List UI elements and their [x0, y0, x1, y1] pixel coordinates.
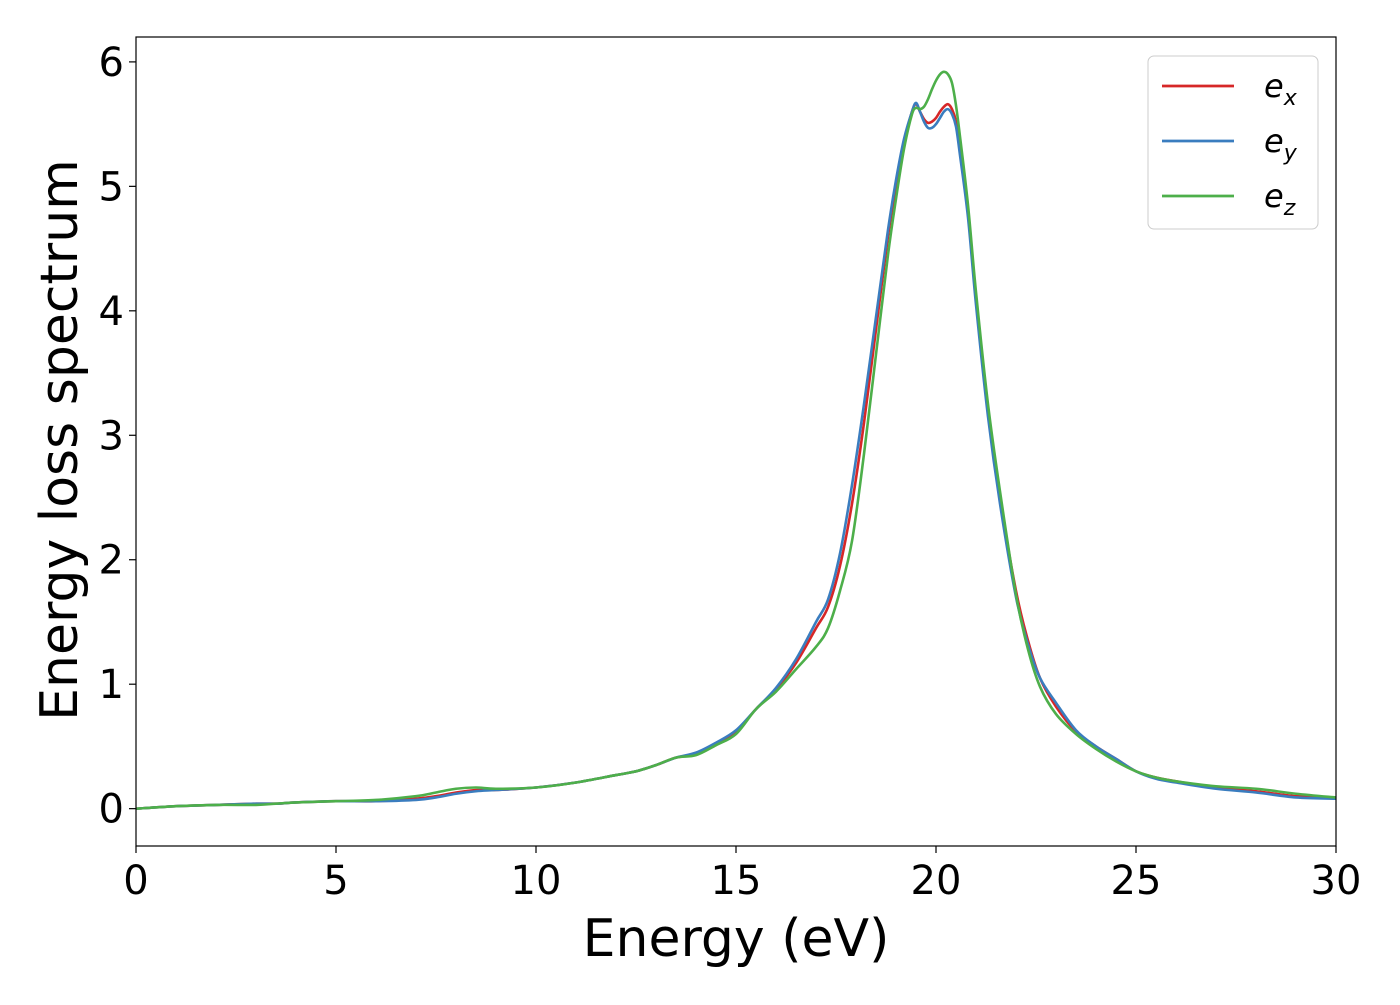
x-tick-label: 30: [1311, 858, 1362, 904]
legend-box: [1147, 55, 1319, 230]
y-axis-title: Energy loss spectrum: [30, 159, 90, 721]
x-axis-title: Energy (eV): [583, 909, 890, 969]
y-tick-label: 3: [99, 413, 124, 459]
legend-subscript: z: [1283, 196, 1296, 221]
x-tick-label: 20: [911, 858, 962, 904]
y-tick-label: 1: [99, 662, 124, 708]
x-tick-label: 0: [123, 858, 148, 904]
y-tick-label: 2: [99, 538, 124, 584]
x-tick-label: 15: [711, 858, 762, 904]
x-tick-label: 5: [323, 858, 348, 904]
series-line-y: [136, 101, 1336, 810]
plot-area: [136, 70, 1336, 810]
x-tick-label: 10: [511, 858, 562, 904]
x-tick-label: 25: [1111, 858, 1162, 904]
y-tick-label: 6: [99, 40, 124, 86]
axes: 0 5 10 15 20 25 30 0 1 2 3 4 5 6: [99, 36, 1362, 904]
legend-subscript: x: [1283, 86, 1298, 111]
y-tick-label: 0: [99, 787, 124, 833]
series-line-z: [136, 70, 1336, 810]
legend-subscript: y: [1283, 141, 1298, 166]
y-tick-label: 4: [99, 289, 124, 335]
y-tick-label: 5: [99, 164, 124, 210]
